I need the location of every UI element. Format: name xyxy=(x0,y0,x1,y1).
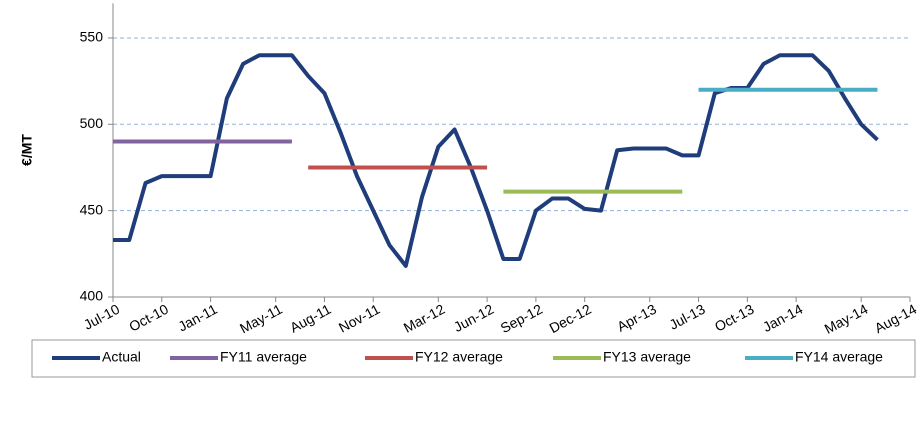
x-tick-label: Oct-10 xyxy=(126,301,171,335)
x-tick-label: Aug-11 xyxy=(287,301,334,336)
series-line xyxy=(113,53,879,268)
x-tick-label: Oct-13 xyxy=(712,301,757,335)
legend-label: FY12 average xyxy=(415,349,503,365)
legend-label: FY11 average xyxy=(220,349,307,365)
x-tick-label: Dec-12 xyxy=(546,301,594,336)
y-tick-label: 500 xyxy=(80,115,104,131)
x-tick-label: Jan-11 xyxy=(175,301,220,335)
x-tick-label: Apr-13 xyxy=(614,301,659,335)
x-tick-label: Jun-12 xyxy=(451,301,496,335)
x-tick-label: Nov-11 xyxy=(336,301,383,336)
y-tick-label: 400 xyxy=(80,288,104,304)
x-tick-label: Jul-13 xyxy=(667,301,708,333)
y-tick-label: 450 xyxy=(80,201,104,217)
y-axis-label: €/MT xyxy=(19,134,35,166)
legend-label: FY14 average xyxy=(795,349,883,365)
legend-label: FY13 average xyxy=(603,349,691,365)
legend-label: Actual xyxy=(102,349,141,365)
x-tick-label: Jan-14 xyxy=(760,301,805,335)
x-tick-label: May-14 xyxy=(822,301,871,337)
x-tick-label: Jul-10 xyxy=(81,301,122,333)
x-tick-label: Sep-12 xyxy=(498,301,546,336)
y-tick-label: 550 xyxy=(80,29,104,45)
x-tick-label: May-11 xyxy=(237,301,285,337)
x-tick-label: Aug-14 xyxy=(872,301,920,336)
x-tick-label: Mar-12 xyxy=(401,301,448,336)
